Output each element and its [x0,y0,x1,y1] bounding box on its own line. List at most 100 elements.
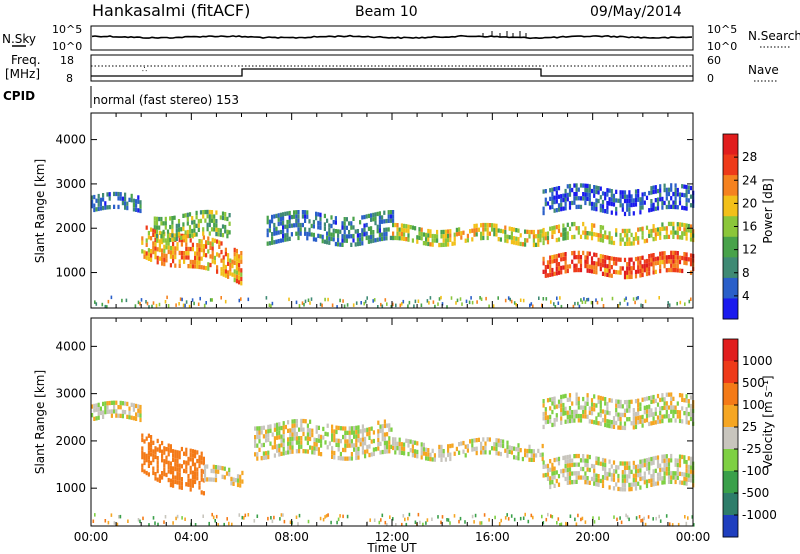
echo-cell [535,234,538,239]
echo-cell [433,457,436,462]
echo-cell [172,521,174,525]
echo-cell [650,395,653,400]
echo-cell [273,515,275,520]
echo-cell [637,236,640,241]
echo-cell [599,225,602,230]
echo-cell [425,447,428,452]
echo-cell [580,517,582,522]
echo-cell [312,232,315,238]
nsky-tick-top: 10^5 [52,23,82,36]
echo-cell [211,250,214,255]
echo-cell [555,225,558,230]
echo-cell [665,192,668,197]
echo-cell [186,212,189,217]
echo-cell [652,399,655,404]
echo-cell [229,267,232,272]
echo-cell [676,222,679,227]
y-tick-label: 4000 [55,133,86,147]
echo-cell [220,258,223,263]
echo-cell [344,447,347,453]
echo-cell [400,227,403,232]
echo-cell [155,216,159,221]
echo-cell [298,449,301,454]
echo-cell [676,458,679,463]
echo-cell [557,237,561,242]
echo-cell [403,236,406,241]
echo-cell [610,420,613,425]
echo-cell [361,236,364,242]
echo-cell [590,269,594,274]
echo-cell [185,447,188,452]
echo-cell [571,480,574,485]
echo-cell [119,514,122,519]
echo-cell [169,254,172,259]
echo-cell [154,450,157,455]
echo-cell [348,426,351,431]
echo-cell [331,303,334,307]
echo-cell [665,230,668,235]
echo-cell [542,240,545,246]
echo-cell [519,233,522,238]
echo-cell [665,409,668,415]
echo-cell [639,485,642,490]
echo-cell [200,243,203,248]
echo-cell [597,412,600,417]
echo-cell [555,199,558,204]
echo-cell [634,232,638,237]
echo-cell [200,265,203,270]
echo-cell [471,228,474,233]
colorbar-tick-label: 16 [742,220,757,234]
echo-cell [394,445,397,451]
nsearch-tick-top: 10^5 [707,23,737,36]
echo-cell [113,191,116,197]
echo-cell [334,229,337,234]
echo-cell [339,439,342,444]
x-tick-label: 00:00 [74,530,109,544]
echo-cell [298,440,301,445]
echo-cell [233,256,236,261]
echo-cell [492,304,495,308]
colorbar-segment [723,298,738,320]
echo-cell [621,474,624,479]
echo-cell [226,234,229,239]
echo-cell [231,272,234,277]
echo-cell [453,236,456,242]
echo-cell [216,269,219,274]
echo-cell [164,300,167,304]
echo-cell [654,407,657,412]
freq-tick-top: 18 [60,54,74,67]
echo-cell [141,236,144,241]
echo-cell [584,462,587,468]
echo-cell [447,242,450,247]
echo-cell [224,212,227,217]
echo-cell [683,459,686,464]
echo-cell [222,259,225,264]
echo-cell [171,233,174,238]
freq-label: Freq. [11,53,41,67]
echo-cell [290,214,293,220]
echo-cell [381,513,384,518]
echo-cell [550,514,552,518]
echo-cell [683,206,686,211]
echo-cell [637,265,640,270]
echo-cell [183,238,186,243]
echo-cell [189,452,192,458]
echo-cell [621,478,624,483]
echo-cell [670,409,673,414]
echo-cell [656,260,660,265]
echo-cell [158,478,161,483]
echo-cell [238,258,241,263]
echo-cell [409,439,412,444]
echo-cell [161,261,164,266]
echo-cell [615,420,618,426]
echo-cell [499,443,502,448]
echo-cell [291,432,294,437]
echo-cell [93,194,96,200]
echo-cell [221,466,224,471]
echo-cell [208,521,210,526]
echo-cell [687,223,690,229]
echo-cell [544,201,547,207]
colorbar-tick-label: 12 [742,243,757,257]
echo-cell [652,394,655,400]
echo-cell [202,456,205,461]
